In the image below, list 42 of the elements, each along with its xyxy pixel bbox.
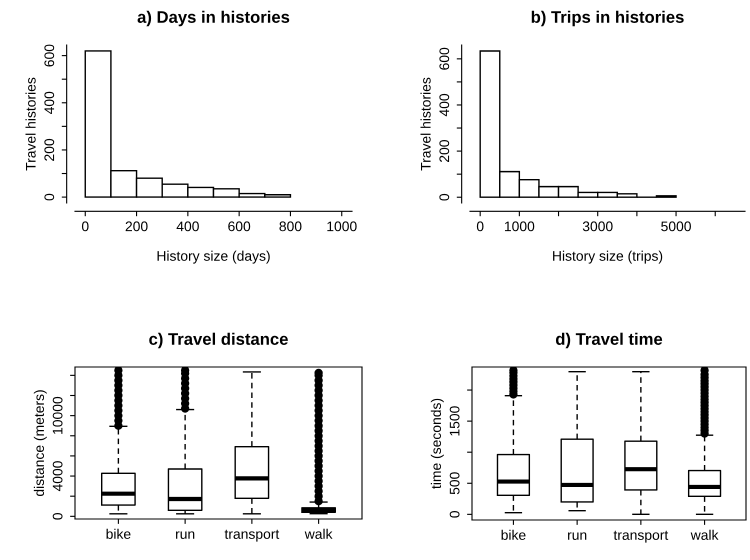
y-axis-title: Travel histories <box>25 78 36 171</box>
x-tick-label: transport <box>614 530 668 543</box>
y-tick-label: 600 <box>44 44 54 66</box>
y-tick-label: 200 <box>44 138 54 161</box>
y-tick-label: 0 <box>439 194 450 201</box>
x-tick-label: run <box>568 532 586 540</box>
y-tick-label: 500 <box>450 472 460 494</box>
x-tick-label: 0 <box>476 221 484 232</box>
y-axis-title: Travel histories <box>420 78 431 171</box>
x-tick-label: 800 <box>279 221 302 232</box>
x-tick-label: run <box>176 531 194 539</box>
x-tick-label: bike <box>106 528 131 539</box>
y-tick-label: 200 <box>439 140 450 162</box>
chart-title: d) Travel time <box>556 332 662 348</box>
chart-title: a) Days in histories <box>138 10 290 26</box>
x-tick-label: walk <box>304 528 333 539</box>
y-tick-label: 0 <box>52 513 63 520</box>
y-tick-label: 10000 <box>52 396 63 434</box>
x-tick-label: bike <box>502 530 526 540</box>
x-tick-label: 1000 <box>504 221 534 232</box>
x-axis-title: History size (trips) <box>553 250 662 264</box>
y-tick-label: 4000 <box>52 461 63 492</box>
x-tick-label: 3000 <box>582 221 613 232</box>
y-axis-title: distance (meters) <box>34 390 47 496</box>
chart-title: b) Trips in histories <box>532 10 684 26</box>
x-tick-label: 600 <box>228 221 250 232</box>
y-tick-label: 600 <box>439 48 450 70</box>
chart-title: c) Travel distance <box>149 332 288 348</box>
x-tick-label: 1000 <box>327 221 357 232</box>
y-axis-title: time (seconds) <box>430 398 444 489</box>
y-tick-label: 400 <box>44 92 54 114</box>
x-tick-label: 5000 <box>661 221 691 232</box>
x-tick-label: 400 <box>176 221 199 232</box>
y-tick-label: 0 <box>44 194 54 200</box>
x-tick-label: 0 <box>82 221 89 232</box>
x-axis-title: History size (days) <box>158 250 270 264</box>
y-tick-label: 400 <box>439 94 450 116</box>
x-tick-label: 200 <box>126 221 148 232</box>
x-tick-label: transport <box>224 530 280 542</box>
y-tick-label: 0 <box>450 511 460 518</box>
y-tick-label: 1500 <box>450 406 460 436</box>
x-tick-label: walk <box>690 530 718 540</box>
